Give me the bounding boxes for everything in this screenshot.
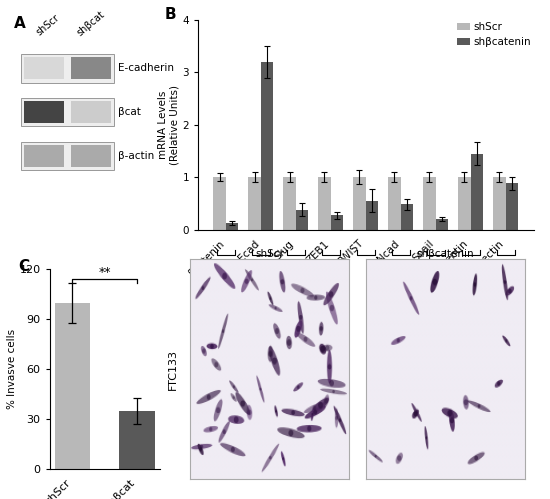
- Text: **: **: [98, 265, 111, 278]
- Bar: [331, 216, 343, 230]
- Bar: [388, 177, 401, 230]
- Bar: [423, 177, 436, 230]
- Y-axis label: mRNA Levels
(Relative Units): mRNA Levels (Relative Units): [158, 85, 179, 165]
- Bar: [21, 98, 114, 126]
- Bar: [493, 177, 505, 230]
- Text: E-cadherin: E-cadherin: [118, 63, 174, 73]
- Bar: [213, 177, 226, 230]
- Text: shβcat: shβcat: [75, 9, 107, 37]
- Bar: [71, 145, 111, 167]
- Bar: [296, 210, 309, 230]
- Bar: [471, 154, 483, 230]
- Bar: [21, 142, 114, 170]
- Bar: [24, 57, 64, 79]
- Title: shScr: shScr: [255, 249, 284, 258]
- Bar: [261, 62, 273, 230]
- Bar: [24, 145, 64, 167]
- Text: C: C: [19, 259, 30, 274]
- Text: FTC133: FTC133: [168, 349, 178, 390]
- Bar: [401, 205, 413, 230]
- Bar: [318, 177, 331, 230]
- Bar: [226, 223, 239, 230]
- Bar: [71, 57, 111, 79]
- Bar: [119, 411, 155, 469]
- Y-axis label: % Invasve cells: % Invasve cells: [7, 329, 16, 409]
- Bar: [283, 177, 296, 230]
- Bar: [71, 101, 111, 123]
- Bar: [458, 177, 471, 230]
- Text: βcat: βcat: [118, 107, 141, 117]
- Bar: [248, 177, 261, 230]
- Title: shβcatenin: shβcatenin: [417, 249, 474, 258]
- Bar: [54, 303, 90, 469]
- Text: shScr: shScr: [35, 12, 62, 37]
- Text: β-actin: β-actin: [118, 151, 155, 161]
- Bar: [436, 219, 448, 230]
- Bar: [366, 201, 378, 230]
- Bar: [505, 184, 518, 230]
- Legend: shScr, shβcatenin: shScr, shβcatenin: [457, 22, 531, 47]
- Text: B: B: [164, 7, 176, 22]
- Bar: [24, 101, 64, 123]
- Bar: [21, 54, 114, 82]
- Bar: [353, 177, 366, 230]
- Text: A: A: [14, 15, 25, 30]
